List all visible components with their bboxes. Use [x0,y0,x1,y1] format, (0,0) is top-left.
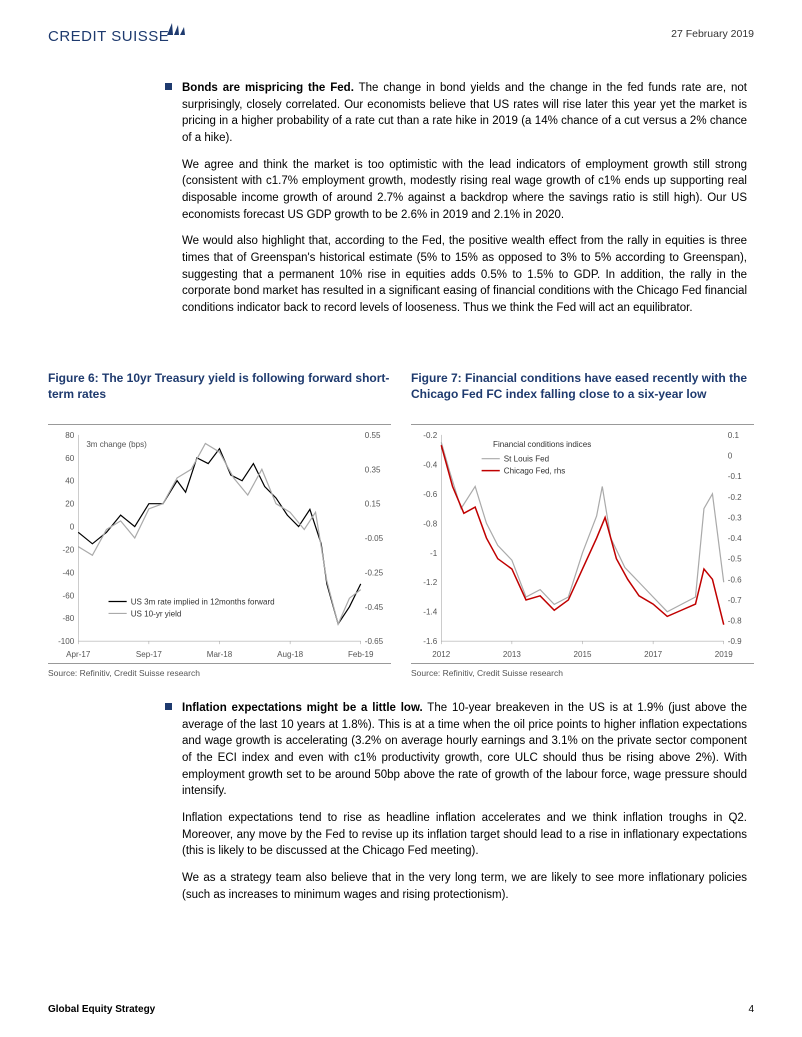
figures-row: Figure 6: The 10yr Treasury yield is fol… [48,370,754,678]
logo-sails-icon [165,22,187,40]
svg-text:Financial conditions indices: Financial conditions indices [493,440,591,449]
figure-7: Figure 7: Financial conditions have ease… [411,370,754,678]
svg-text:Sep-17: Sep-17 [136,650,163,659]
bullet-1: Bonds are mispricing the Fed. The change… [165,80,747,147]
figure-6-title: Figure 6: The 10yr Treasury yield is fol… [48,370,391,420]
svg-text:-1.4: -1.4 [423,608,437,617]
svg-text:-1.6: -1.6 [423,637,437,646]
svg-text:0.15: 0.15 [365,500,381,509]
svg-text:-0.9: -0.9 [728,637,742,646]
svg-text:-0.25: -0.25 [365,568,384,577]
svg-text:80: 80 [65,431,75,440]
svg-text:-60: -60 [63,591,75,600]
svg-text:-0.2: -0.2 [728,493,742,502]
body-content-top: Bonds are mispricing the Fed. The change… [165,80,747,327]
svg-text:-0.4: -0.4 [728,534,742,543]
footer-page-number: 4 [748,1004,754,1015]
svg-text:0.1: 0.1 [728,431,740,440]
svg-text:Mar-18: Mar-18 [207,650,233,659]
svg-text:US 3m rate implied in 12months: US 3m rate implied in 12months forward [131,598,275,607]
para-3: We would also highlight that, according … [182,233,747,316]
svg-text:-0.1: -0.1 [728,472,742,481]
svg-text:0.55: 0.55 [365,431,381,440]
svg-text:-0.8: -0.8 [728,617,742,626]
bullet-2-bold: Inflation expectations might be a little… [182,702,423,714]
svg-text:0: 0 [70,523,75,532]
svg-text:-1.2: -1.2 [423,578,437,587]
bullet-2-text: Inflation expectations might be a little… [182,700,747,800]
svg-text:Aug-18: Aug-18 [277,650,304,659]
svg-text:-20: -20 [63,546,75,555]
svg-text:St Louis Fed: St Louis Fed [504,455,549,464]
svg-text:-0.2: -0.2 [423,431,437,440]
figure-6-source: Source: Refinitiv, Credit Suisse researc… [48,668,391,678]
para-6: We as a strategy team also believe that … [182,870,747,903]
brand-text: CREDIT SUISSE [48,28,169,45]
figure-6-chart: -100 -80 -60 -40 -20 0 20 40 60 80 -0.65 -0.45 -0.25… [48,424,391,664]
svg-text:Feb-19: Feb-19 [348,650,374,659]
svg-text:-0.6: -0.6 [423,490,437,499]
figure-6: Figure 6: The 10yr Treasury yield is fol… [48,370,391,678]
bullet-1-text: Bonds are mispricing the Fed. The change… [182,80,747,147]
svg-text:2015: 2015 [574,650,593,659]
para-2: We agree and think the market is too opt… [182,157,747,224]
figure-7-chart: -1.6 -1.4 -1.2 -1 -0.8 -0.6 -0.4 -0.2 -0.9 -0.8 -0… [411,424,754,664]
svg-text:40: 40 [65,477,75,486]
svg-text:0.35: 0.35 [365,465,381,474]
svg-text:US 10-yr yield: US 10-yr yield [131,609,182,618]
svg-text:-40: -40 [63,568,75,577]
svg-text:Chicago Fed, rhs: Chicago Fed, rhs [504,467,565,476]
para-5: Inflation expectations tend to rise as h… [182,810,747,860]
svg-text:20: 20 [65,500,75,509]
svg-text:60: 60 [65,454,75,463]
svg-text:3m change (bps): 3m change (bps) [86,440,147,449]
svg-text:-0.6: -0.6 [728,575,742,584]
svg-text:-0.3: -0.3 [728,513,742,522]
svg-text:2013: 2013 [503,650,522,659]
bullet-square-icon [165,83,172,90]
svg-text:-1: -1 [430,549,438,558]
svg-text:-100: -100 [58,637,75,646]
svg-text:-0.05: -0.05 [365,534,384,543]
svg-text:-0.5: -0.5 [728,555,742,564]
bullet-square-icon [165,703,172,710]
svg-text:2019: 2019 [715,650,734,659]
bullet-2: Inflation expectations might be a little… [165,700,747,800]
svg-text:-0.65: -0.65 [365,637,384,646]
body-content-bottom: Inflation expectations might be a little… [165,700,747,913]
bullet-2-rest: The 10-year breakeven in the US is at 1.… [182,702,747,797]
svg-text:2012: 2012 [432,650,451,659]
svg-text:-80: -80 [63,614,75,623]
brand-logo: CREDIT SUISSE [48,28,169,45]
svg-text:Apr-17: Apr-17 [66,650,91,659]
svg-text:2017: 2017 [644,650,663,659]
figure-7-title: Figure 7: Financial conditions have ease… [411,370,754,420]
svg-text:-0.45: -0.45 [365,603,384,612]
bullet-1-bold: Bonds are mispricing the Fed. [182,82,354,94]
svg-text:-0.8: -0.8 [423,519,437,528]
page-header: CREDIT SUISSE 27 February 2019 [48,28,754,45]
svg-text:-0.7: -0.7 [728,596,742,605]
svg-text:-0.4: -0.4 [423,460,437,469]
footer-title: Global Equity Strategy [48,1004,155,1015]
figure-7-source: Source: Refinitiv, Credit Suisse researc… [411,668,754,678]
page-footer: Global Equity Strategy 4 [48,1004,754,1015]
report-date: 27 February 2019 [671,28,754,40]
svg-text:0: 0 [728,452,733,461]
